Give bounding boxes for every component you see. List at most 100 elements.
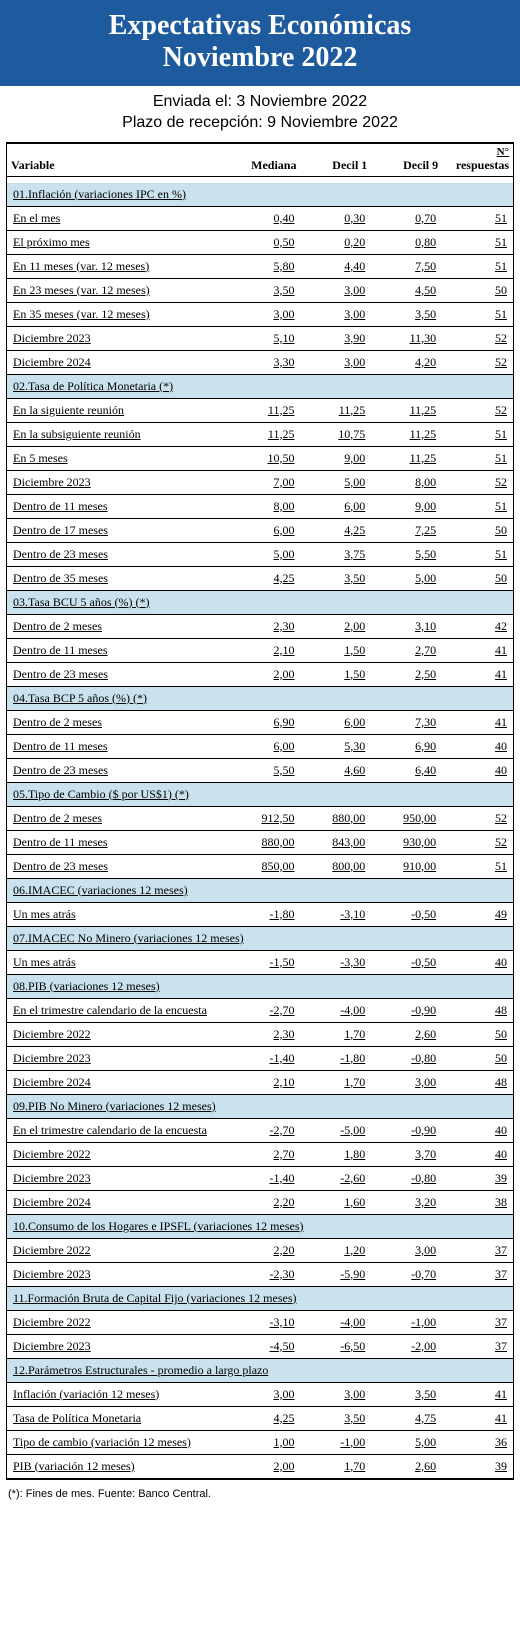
col-mediana: Mediana: [230, 143, 301, 176]
table-row: Diciembre 20222,301,702,6050: [7, 1022, 513, 1046]
cell-decil9: -0,70: [371, 1262, 442, 1286]
col-n: N° respuestas: [442, 143, 513, 176]
cell-mediana: 2,10: [230, 638, 301, 662]
cell-n: 48: [442, 1070, 513, 1094]
cell-n: 41: [442, 638, 513, 662]
section-title: 09.PIB No Minero (variaciones 12 meses): [7, 1094, 513, 1118]
col-decil1: Decil 1: [300, 143, 371, 176]
table-row: Diciembre 20222,701,803,7040: [7, 1142, 513, 1166]
cell-decil1: 3,50: [300, 1406, 371, 1430]
cell-decil9: 11,25: [371, 422, 442, 446]
cell-mediana: 6,00: [230, 734, 301, 758]
cell-n: 50: [442, 1022, 513, 1046]
cell-label: Dentro de 11 meses: [7, 734, 230, 758]
cell-decil1: -5,00: [300, 1118, 371, 1142]
cell-decil9: 11,30: [371, 326, 442, 350]
table-row: Diciembre 20237,005,008,0052: [7, 470, 513, 494]
table-row: PIB (variación 12 meses)2,001,702,6039: [7, 1454, 513, 1478]
section-row: 03.Tasa BCU 5 años (%) (*): [7, 590, 513, 614]
cell-mediana: 2,70: [230, 1142, 301, 1166]
section-title: 05.Tipo de Cambio ($ por US$1) (*): [7, 782, 513, 806]
cell-decil9: 3,00: [371, 1070, 442, 1094]
cell-decil9: 950,00: [371, 806, 442, 830]
cell-decil9: 3,70: [371, 1142, 442, 1166]
cell-n: 38: [442, 1190, 513, 1214]
cell-mediana: 4,25: [230, 1406, 301, 1430]
cell-mediana: -4,50: [230, 1334, 301, 1358]
cell-n: 52: [442, 398, 513, 422]
section-row: 07.IMACEC No Minero (variaciones 12 mese…: [7, 926, 513, 950]
cell-decil1: 1,70: [300, 1454, 371, 1478]
cell-decil9: 11,25: [371, 398, 442, 422]
cell-mediana: -1,50: [230, 950, 301, 974]
cell-n: 40: [442, 1118, 513, 1142]
table-body: 01.Inflación (variaciones IPC en %) En el…: [7, 176, 513, 1478]
table-row: Dentro de 23 meses5,003,755,5051: [7, 542, 513, 566]
cell-mediana: -3,10: [230, 1310, 301, 1334]
section-title: 12.Parámetros Estructurales - promedio a…: [7, 1358, 513, 1382]
cell-label: En 23 meses (var. 12 meses): [7, 278, 230, 302]
title-line2: Noviembre 2022: [0, 42, 520, 74]
section-title: 06.IMACEC (variaciones 12 meses): [7, 878, 513, 902]
section-title: 07.IMACEC No Minero (variaciones 12 mese…: [7, 926, 513, 950]
cell-mediana: -1,80: [230, 902, 301, 926]
cell-n: 51: [442, 254, 513, 278]
cell-n: 37: [442, 1238, 513, 1262]
cell-decil1: 1,70: [300, 1022, 371, 1046]
cell-n: 50: [442, 1046, 513, 1070]
cell-n: 41: [442, 662, 513, 686]
cell-n: 37: [442, 1262, 513, 1286]
cell-n: 52: [442, 350, 513, 374]
table-row: Diciembre 20243,303,004,2052: [7, 350, 513, 374]
cell-label: En la siguiente reunión: [7, 398, 230, 422]
cell-mediana: 880,00: [230, 830, 301, 854]
table-row: Dentro de 2 meses2,302,003,1042: [7, 614, 513, 638]
cell-decil1: 0,30: [300, 206, 371, 230]
cell-n: 49: [442, 902, 513, 926]
cell-decil9: 2,60: [371, 1022, 442, 1046]
cell-mediana: 6,00: [230, 518, 301, 542]
table-row: Tasa de Política Monetaria4,253,504,7541: [7, 1406, 513, 1430]
cell-label: En el trimestre calendario de la encuest…: [7, 1118, 230, 1142]
cell-decil1: 880,00: [300, 806, 371, 830]
section-row: 11.Formación Bruta de Capital Fijo (vari…: [7, 1286, 513, 1310]
cell-decil1: 4,25: [300, 518, 371, 542]
cell-label: Dentro de 23 meses: [7, 758, 230, 782]
cell-decil1: 1,20: [300, 1238, 371, 1262]
cell-decil1: 1,50: [300, 638, 371, 662]
cell-mediana: 2,00: [230, 662, 301, 686]
cell-decil1: 11,25: [300, 398, 371, 422]
cell-mediana: 4,25: [230, 566, 301, 590]
table-row: Tipo de cambio (variación 12 meses)1,00-…: [7, 1430, 513, 1454]
section-row: 06.IMACEC (variaciones 12 meses): [7, 878, 513, 902]
cell-label: Diciembre 2022: [7, 1238, 230, 1262]
table-row: Diciembre 20242,201,603,2038: [7, 1190, 513, 1214]
cell-decil1: -5,90: [300, 1262, 371, 1286]
cell-decil9: 2,70: [371, 638, 442, 662]
section-row: 09.PIB No Minero (variaciones 12 meses): [7, 1094, 513, 1118]
sent-date: Enviada el: 3 Noviembre 2022: [0, 92, 520, 113]
cell-decil9: -0,80: [371, 1166, 442, 1190]
cell-label: Diciembre 2023: [7, 1046, 230, 1070]
cell-n: 51: [442, 230, 513, 254]
cell-decil9: 3,50: [371, 1382, 442, 1406]
cell-decil9: 2,60: [371, 1454, 442, 1478]
cell-n: 51: [442, 302, 513, 326]
cell-decil9: 930,00: [371, 830, 442, 854]
section-title: 01.Inflación (variaciones IPC en %): [7, 183, 513, 207]
cell-label: Un mes atrás: [7, 950, 230, 974]
cell-n: 39: [442, 1166, 513, 1190]
cell-mediana: -1,40: [230, 1166, 301, 1190]
section-title: 11.Formación Bruta de Capital Fijo (vari…: [7, 1286, 513, 1310]
section-title: 04.Tasa BCP 5 años (%) (*): [7, 686, 513, 710]
cell-mediana: 2,30: [230, 614, 301, 638]
footnote: (*): Fines de mes. Fuente: Banco Central…: [0, 1484, 520, 1508]
cell-decil9: 7,25: [371, 518, 442, 542]
header-row: Variable Mediana Decil 1 Decil 9 N° resp…: [7, 143, 513, 176]
cell-n: 41: [442, 710, 513, 734]
cell-decil1: 3,00: [300, 1382, 371, 1406]
table-container: Variable Mediana Decil 1 Decil 9 N° resp…: [6, 142, 514, 1480]
cell-decil1: 3,00: [300, 302, 371, 326]
cell-label: Diciembre 2024: [7, 1190, 230, 1214]
cell-n: 52: [442, 470, 513, 494]
